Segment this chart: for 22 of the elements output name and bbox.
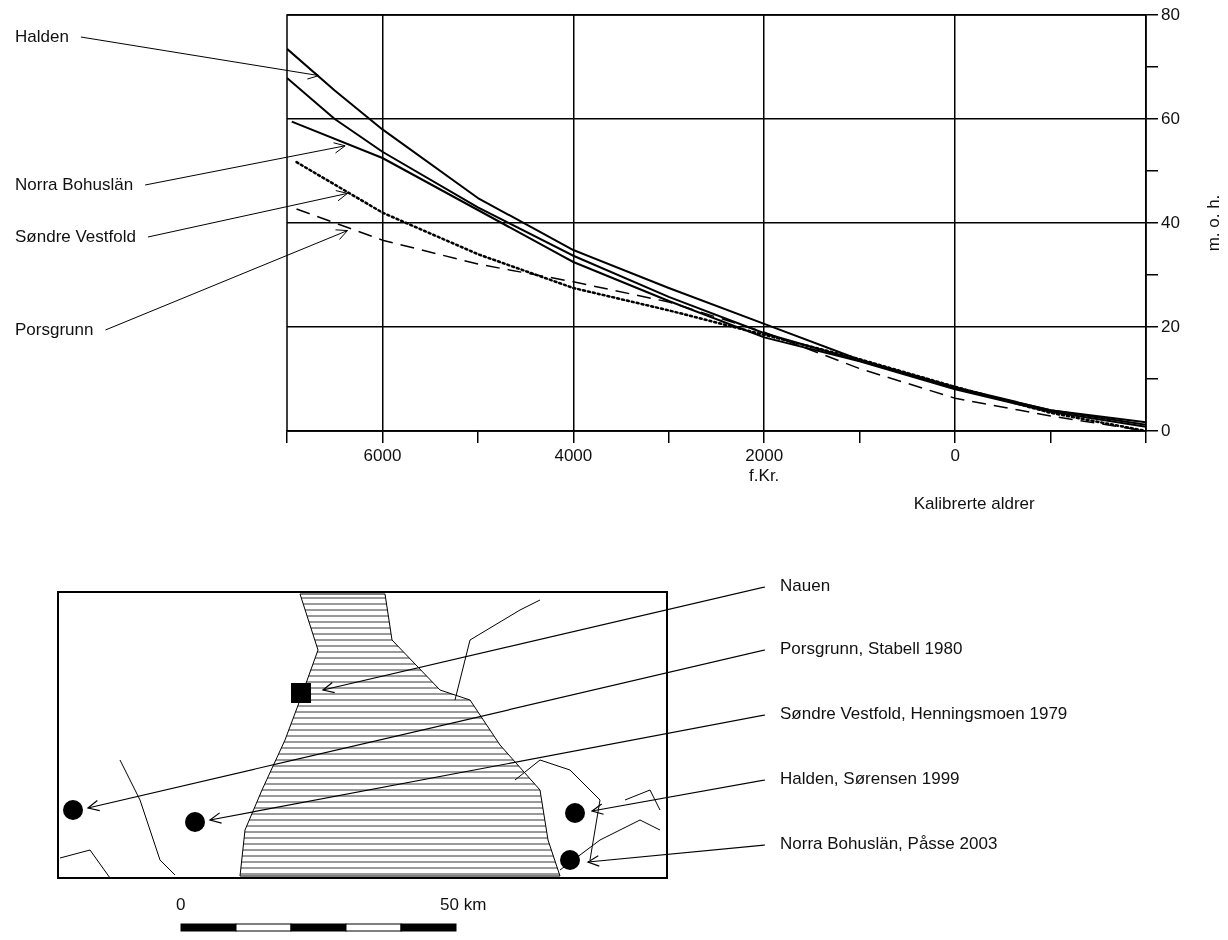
- y-tick-label: 60: [1161, 108, 1180, 128]
- y-tick-label: 20: [1161, 316, 1180, 336]
- y-tick-label: 40: [1161, 212, 1180, 232]
- text: Søndre Vestfold: [15, 226, 136, 246]
- text: Halden, Sørensen 1999: [780, 769, 960, 789]
- x-tick-label: 4000: [554, 445, 593, 465]
- text: 0: [176, 895, 186, 915]
- text: Porsgrunn: [15, 319, 94, 339]
- text: Halden: [15, 26, 69, 46]
- text: Søndre Vestfold, Henningsmoen 1979: [780, 704, 1068, 724]
- text: Norra Bohuslän: [15, 174, 134, 194]
- y-tick-label: 0: [1161, 420, 1171, 440]
- text: Nauen: [780, 576, 831, 596]
- text: Norra Bohuslän, Påsse 2003: [780, 834, 998, 854]
- y-tick-label: 80: [1161, 4, 1180, 24]
- x-tick-label: 2000 f.Kr.: [745, 445, 784, 486]
- x-tick-label: 6000: [363, 445, 402, 465]
- y-axis-title: m. o. h.: [1203, 194, 1223, 252]
- text: Porsgrunn, Stabell 1980: [780, 639, 963, 659]
- text: 50 km: [440, 895, 487, 915]
- x-tick-label: 0: [950, 445, 960, 465]
- x-axis-title: Kalibrerte aldrer: [913, 494, 1035, 514]
